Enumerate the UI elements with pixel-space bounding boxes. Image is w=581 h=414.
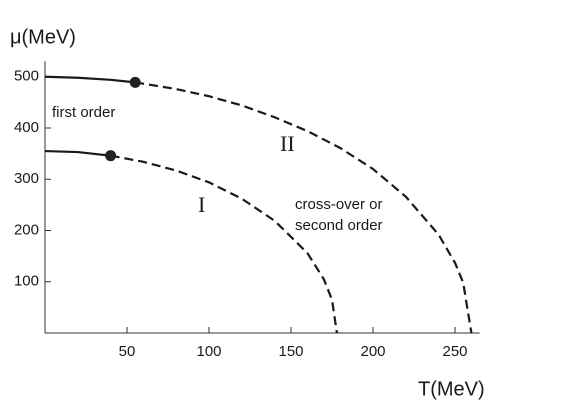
crossover-line [110,154,339,334]
y-tick-label: 200 [14,221,39,238]
crossover-line [135,81,473,334]
x-tick-label: 200 [360,343,385,360]
y-tick-label: 100 [14,273,39,290]
curve-label: I [198,192,205,217]
first-order-line [44,149,111,157]
first-order-line [44,75,136,84]
curve-label: II [280,131,295,156]
y-axis-label: μ(MeV) [10,26,76,48]
x-tick-label: 150 [278,343,303,360]
x-tick-label: 50 [119,343,136,360]
annotation: first order [52,104,115,121]
annotation: second order [295,217,383,234]
critical-point [105,150,117,162]
x-tick-label: 250 [442,343,467,360]
x-axis-label: T(MeV) [418,378,485,400]
y-tick-label: 300 [14,170,39,187]
critical-point [129,76,141,88]
y-tick-label: 500 [14,68,39,85]
y-tick-label: 400 [14,119,39,136]
x-tick-label: 100 [196,343,221,360]
annotation: cross-over or [295,196,383,213]
